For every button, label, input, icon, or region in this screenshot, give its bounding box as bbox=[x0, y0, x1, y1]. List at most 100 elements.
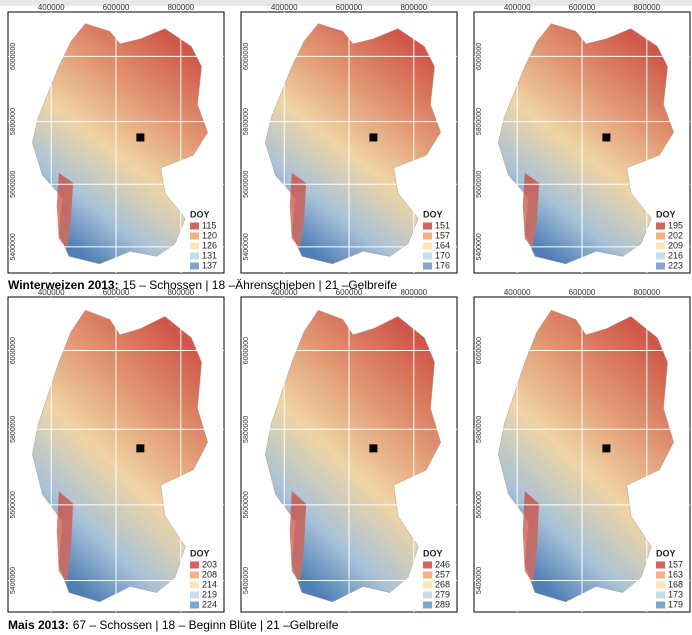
legend-swatch bbox=[656, 233, 665, 240]
x-tick-label: 600000 bbox=[336, 3, 363, 12]
legend-swatch bbox=[190, 572, 199, 579]
legend-label: 126 bbox=[202, 240, 217, 250]
legend-swatch bbox=[656, 602, 665, 609]
x-tick-label: 600000 bbox=[569, 288, 596, 297]
legend-label: 246 bbox=[435, 559, 450, 569]
site-marker bbox=[602, 133, 610, 141]
legend-swatch bbox=[656, 243, 665, 250]
y-tick-label: 6000000 bbox=[10, 337, 17, 364]
legend-label: 223 bbox=[668, 260, 683, 270]
y-tick-label: 5600000 bbox=[243, 491, 250, 518]
legend-swatch bbox=[190, 562, 199, 569]
map-panel: 4000006000008000006000000580000056000005… bbox=[474, 288, 690, 612]
y-tick-label: 5400000 bbox=[243, 233, 250, 260]
x-tick-label: 400000 bbox=[271, 288, 298, 297]
x-tick-label: 400000 bbox=[504, 3, 531, 12]
legend-label: 202 bbox=[668, 230, 683, 240]
legend-swatch bbox=[423, 263, 432, 270]
legend-label: 216 bbox=[668, 250, 683, 260]
site-marker bbox=[602, 444, 610, 452]
legend-label: 170 bbox=[435, 250, 450, 260]
x-tick-label: 400000 bbox=[504, 288, 531, 297]
figure: 400000 600000 800000 6000000 5800000 5600000 5… bbox=[0, 0, 692, 635]
legend-swatch bbox=[190, 223, 199, 230]
legend-swatch bbox=[190, 243, 199, 250]
legend-label: 214 bbox=[202, 579, 217, 589]
y-tick-label: 5400000 bbox=[476, 567, 483, 594]
x-tick-label: 600000 bbox=[569, 3, 596, 12]
legend-swatch bbox=[656, 572, 665, 579]
legend-label: 163 bbox=[668, 569, 683, 579]
y-tick-label: 5600000 bbox=[10, 491, 17, 518]
legend-label: 209 bbox=[668, 240, 683, 250]
legend-label: 208 bbox=[202, 569, 217, 579]
x-tick-label: 400000 bbox=[38, 3, 65, 12]
legend-swatch bbox=[423, 253, 432, 260]
legend-swatch bbox=[190, 602, 199, 609]
legend-swatch bbox=[423, 223, 432, 230]
legend-label: 120 bbox=[202, 230, 217, 240]
legend-label: 224 bbox=[202, 599, 217, 609]
site-marker bbox=[369, 444, 377, 452]
map-panel: 400000 600000 800000 6000000 5800000 5600000 5… bbox=[8, 288, 224, 612]
legend-swatch bbox=[190, 582, 199, 589]
legend-swatch bbox=[656, 562, 665, 569]
legend-title: DOY bbox=[423, 548, 443, 558]
y-tick-label: 6000000 bbox=[10, 43, 17, 70]
legend-label: 203 bbox=[202, 559, 217, 569]
legend-title: DOY bbox=[656, 548, 676, 558]
x-tick-label: 800000 bbox=[167, 288, 194, 297]
legend-swatch bbox=[423, 592, 432, 599]
x-tick-label: 800000 bbox=[633, 288, 660, 297]
x-tick-label: 600000 bbox=[103, 288, 130, 297]
legend-label: 179 bbox=[668, 599, 683, 609]
x-tick-label: 800000 bbox=[167, 3, 194, 12]
legend-swatch bbox=[656, 253, 665, 260]
legend-label: 131 bbox=[202, 250, 217, 260]
legend-swatch bbox=[656, 263, 665, 270]
site-marker bbox=[369, 133, 377, 141]
y-tick-label: 5400000 bbox=[10, 567, 17, 594]
y-tick-label: 5800000 bbox=[243, 108, 250, 135]
y-tick-label: 5600000 bbox=[10, 171, 17, 198]
legend-label: 137 bbox=[202, 260, 217, 270]
legend-label: 219 bbox=[202, 589, 217, 599]
legend-title: DOY bbox=[656, 209, 676, 219]
y-tick-label: 6000000 bbox=[243, 43, 250, 70]
y-tick-label: 6000000 bbox=[476, 43, 483, 70]
map-panel: 4000006000008000006000000580000056000005… bbox=[241, 3, 457, 273]
map-panel: 4000006000008000006000000580000056000005… bbox=[474, 3, 690, 273]
legend-swatch bbox=[423, 243, 432, 250]
legend-title: DOY bbox=[190, 548, 210, 558]
y-tick-label: 5400000 bbox=[476, 233, 483, 260]
y-tick-label: 5800000 bbox=[476, 108, 483, 135]
legend-label: 157 bbox=[668, 559, 683, 569]
legend-swatch bbox=[190, 253, 199, 260]
x-tick-label: 600000 bbox=[103, 3, 130, 12]
y-tick-label: 5600000 bbox=[243, 171, 250, 198]
legend-swatch bbox=[423, 572, 432, 579]
legend-label: 176 bbox=[435, 260, 450, 270]
y-tick-label: 6000000 bbox=[476, 337, 483, 364]
x-tick-label: 800000 bbox=[400, 288, 427, 297]
y-tick-label: 5800000 bbox=[10, 416, 17, 443]
site-marker bbox=[136, 133, 144, 141]
legend-label: 168 bbox=[668, 579, 683, 589]
x-tick-label: 400000 bbox=[38, 288, 65, 297]
legend-label: 115 bbox=[202, 220, 216, 230]
legend-swatch bbox=[423, 602, 432, 609]
legend-label: 151 bbox=[435, 220, 450, 230]
legend-swatch bbox=[423, 562, 432, 569]
y-tick-label: 5600000 bbox=[476, 171, 483, 198]
site-marker bbox=[136, 444, 144, 452]
legend-label: 195 bbox=[668, 220, 683, 230]
legend-swatch bbox=[423, 233, 432, 240]
legend-swatch bbox=[190, 233, 199, 240]
legend-label: 173 bbox=[668, 589, 683, 599]
legend-swatch bbox=[656, 592, 665, 599]
legend-label: 268 bbox=[435, 579, 450, 589]
y-tick-label: 5400000 bbox=[10, 233, 17, 260]
caption-label: Mais 2013: bbox=[8, 618, 69, 632]
